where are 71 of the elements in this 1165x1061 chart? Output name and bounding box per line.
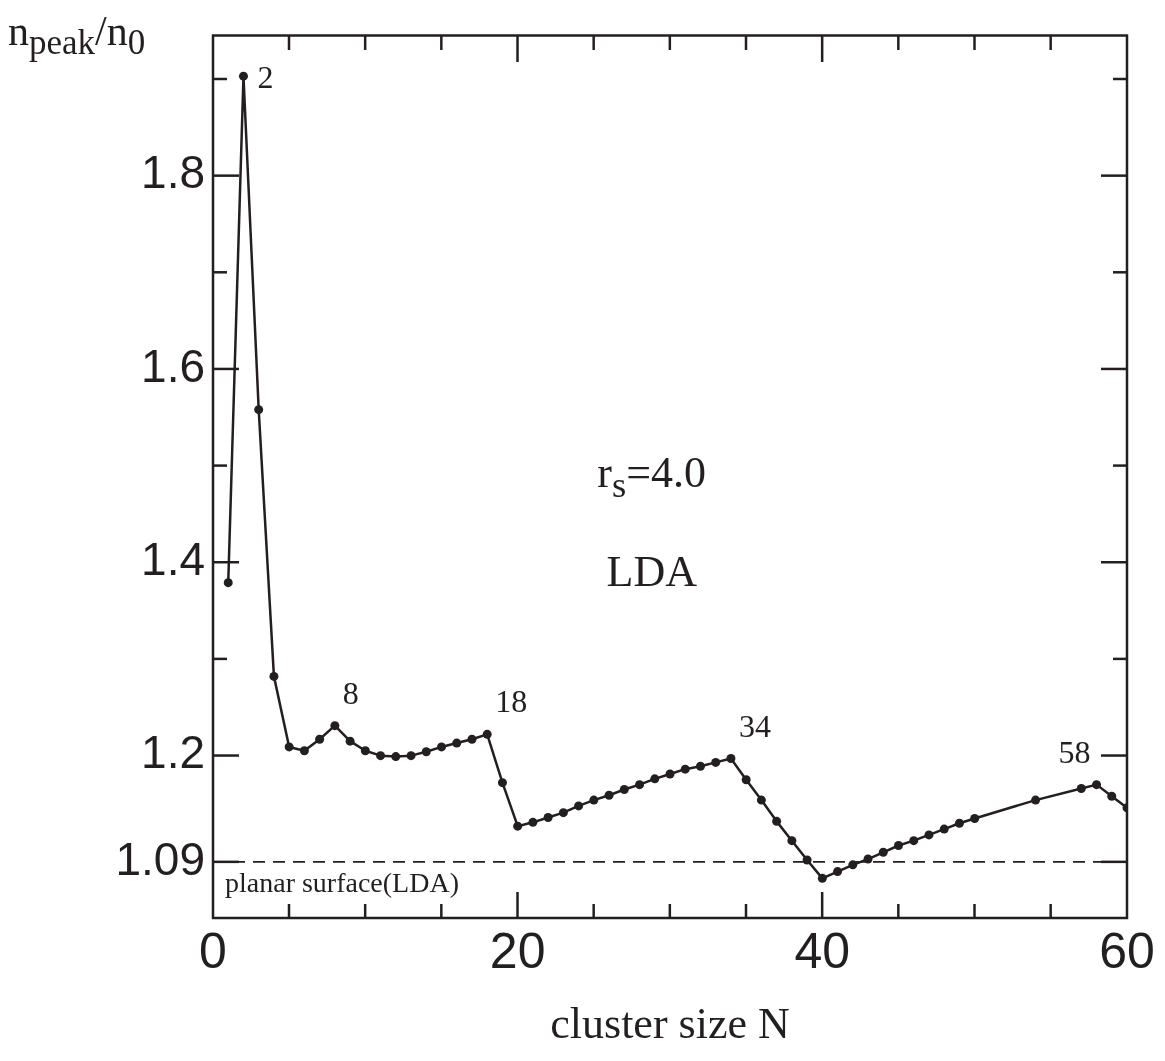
point bbox=[1031, 795, 1041, 805]
point bbox=[452, 738, 462, 748]
point bbox=[543, 812, 553, 822]
point bbox=[756, 795, 766, 805]
point bbox=[574, 801, 584, 811]
point bbox=[284, 742, 294, 752]
point bbox=[635, 780, 645, 790]
point bbox=[238, 71, 248, 81]
point bbox=[376, 751, 386, 761]
y-tick-label: 1.8 bbox=[141, 146, 205, 199]
point bbox=[497, 778, 507, 788]
point bbox=[665, 769, 675, 779]
point bbox=[467, 734, 477, 744]
annotation: LDA bbox=[606, 546, 697, 596]
y-tick-label: 1.6 bbox=[141, 339, 205, 392]
point bbox=[558, 808, 568, 818]
y-axis-title: n$_{peak}$/n$_{0}$ bbox=[8, 8, 146, 63]
point bbox=[970, 813, 980, 823]
point bbox=[254, 405, 264, 415]
point bbox=[437, 742, 446, 752]
point bbox=[528, 817, 538, 827]
point bbox=[421, 747, 431, 757]
point bbox=[360, 746, 370, 756]
point bbox=[680, 764, 690, 774]
point bbox=[1107, 791, 1117, 801]
annotation: 58 bbox=[1058, 733, 1091, 770]
point bbox=[939, 824, 949, 834]
point bbox=[741, 775, 751, 785]
x-tick-label: 60 bbox=[1099, 922, 1155, 979]
x-tick-label: 40 bbox=[794, 922, 851, 979]
point bbox=[650, 774, 660, 784]
point bbox=[330, 721, 340, 731]
point bbox=[954, 818, 964, 828]
point bbox=[391, 752, 401, 762]
point bbox=[863, 854, 873, 864]
x-axis-title: cluster size N bbox=[550, 998, 790, 1048]
annotation: 2 bbox=[257, 59, 274, 96]
point bbox=[513, 821, 523, 831]
point bbox=[726, 754, 736, 764]
point bbox=[482, 729, 492, 739]
point bbox=[223, 578, 233, 588]
point bbox=[1076, 783, 1086, 793]
y-tick-label: 1.2 bbox=[141, 726, 205, 779]
point bbox=[315, 734, 325, 744]
point bbox=[695, 761, 705, 771]
point bbox=[878, 847, 888, 857]
point bbox=[833, 867, 843, 877]
y-tick-label: 1.09 bbox=[115, 832, 205, 885]
point bbox=[909, 836, 919, 846]
point bbox=[924, 830, 934, 840]
annotation: r$_{s}$=4.0 bbox=[597, 447, 707, 505]
point bbox=[894, 841, 903, 851]
point bbox=[604, 790, 614, 800]
x-tick-label: 0 bbox=[199, 922, 227, 979]
point bbox=[787, 836, 797, 846]
annotation: 8 bbox=[342, 674, 359, 711]
annotation: 18 bbox=[495, 683, 528, 720]
annotation: 34 bbox=[738, 707, 771, 744]
point bbox=[711, 757, 721, 767]
y-tick-label: 1.4 bbox=[141, 533, 205, 586]
point bbox=[406, 751, 416, 761]
point bbox=[772, 816, 782, 826]
point bbox=[269, 671, 279, 681]
point bbox=[299, 746, 309, 756]
point bbox=[589, 795, 599, 805]
ref-line-label: planar surface(LDA) bbox=[225, 866, 459, 899]
point bbox=[817, 873, 827, 883]
x-tick-label: 20 bbox=[489, 922, 546, 979]
point bbox=[619, 784, 629, 794]
point bbox=[1092, 780, 1102, 790]
point bbox=[345, 736, 355, 746]
